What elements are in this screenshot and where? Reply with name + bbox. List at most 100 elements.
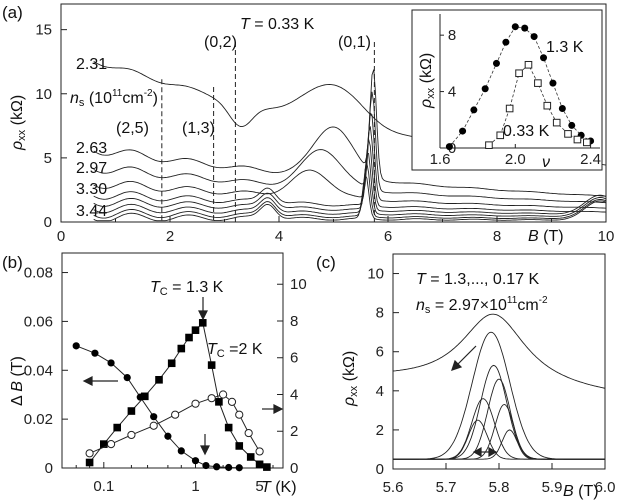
y-tick-label-c: 6 bbox=[376, 344, 384, 361]
inset-point-0-33k bbox=[543, 101, 552, 110]
inset-point-0-33k bbox=[496, 131, 505, 140]
panel-b-point-square bbox=[155, 375, 163, 384]
panel-b-point-square bbox=[255, 460, 264, 469]
y-tick-label-b-left: 0 bbox=[45, 460, 53, 477]
panel-c-peak-curve bbox=[393, 429, 605, 460]
y-tick-label-b-right: 0 bbox=[290, 460, 298, 477]
peak-label-0-1: (0,1) bbox=[338, 34, 371, 51]
y-tick-label-b-left: 0.06 bbox=[24, 313, 53, 330]
inset-label-1-3k: 1.3 K bbox=[546, 39, 584, 56]
arrow-right-b-head bbox=[273, 404, 284, 414]
panel-c-peak-curve bbox=[393, 404, 605, 460]
panel-b-point-square bbox=[141, 392, 149, 401]
panel-c-peak-curve bbox=[393, 398, 605, 460]
density-value-2-31: 2.31 bbox=[76, 56, 107, 73]
x-tick-label-b: 1 bbox=[191, 478, 199, 495]
panel-b-point-square bbox=[185, 333, 193, 342]
panel-a-xlabel: B (T) bbox=[528, 228, 564, 245]
panel-c-xlabel: B (T) bbox=[563, 483, 599, 500]
panel-b-xlabel: T (K) bbox=[261, 479, 297, 496]
density-value-2-63: 2.63 bbox=[76, 140, 107, 157]
arrow-c-upper-head bbox=[451, 359, 463, 371]
inset-point-1-3k bbox=[568, 121, 576, 129]
panel-b-point-square bbox=[167, 359, 176, 368]
density-value-3-44: 3.44 bbox=[76, 203, 107, 220]
panel-c-density-annotation: ns = 2.97×1011cm-2 bbox=[416, 295, 548, 316]
panel-b-point-circle bbox=[235, 464, 243, 472]
x-tick-label-c: 5.9 bbox=[542, 479, 563, 496]
panel-c-peak-curve bbox=[392, 313, 606, 389]
inset-label-0-33k: 0.33 K bbox=[503, 123, 550, 140]
panel-b-arrows bbox=[82, 297, 284, 456]
panel-b-point-square bbox=[191, 326, 200, 334]
panel-c-temp-annotation: T = 1.3,..., 0.17 K bbox=[416, 271, 540, 288]
panel-b-point-open bbox=[235, 410, 244, 419]
inset-point-0-33k bbox=[524, 60, 533, 69]
inset-point-0-33k bbox=[583, 138, 591, 147]
panel-b-point-square bbox=[177, 344, 186, 353]
arrow-left-head bbox=[82, 376, 93, 386]
panel-a-inset: 1.62.02.4048 1.3 K 0.33 K ν ρxx (kΩ) bbox=[411, 9, 603, 171]
y-tick-label-c: 2 bbox=[376, 422, 384, 439]
inset-xlabel: ν bbox=[542, 154, 550, 171]
panel-c-ylabel: ρxx (kΩ) bbox=[341, 351, 360, 407]
panel-b-point-square bbox=[100, 440, 108, 448]
panel-c-label: (c) bbox=[316, 253, 336, 272]
panel-b-point-open bbox=[207, 394, 216, 403]
panel-b-point-open bbox=[255, 447, 264, 456]
y-tick-label-b-left: 0.08 bbox=[24, 265, 53, 282]
panel-b-point-square bbox=[207, 361, 216, 369]
resistivity-curve bbox=[93, 69, 607, 197]
panel-b-point-open bbox=[227, 397, 237, 406]
panel-b-point-square bbox=[127, 407, 136, 415]
panel-b-point-square bbox=[198, 319, 207, 327]
panel-b-point-open bbox=[219, 390, 228, 399]
tc-label-2k: TC =2 K bbox=[207, 341, 263, 360]
inset-x-tick-label: 2.0 bbox=[505, 151, 526, 168]
panel-b: (b) 0.1 1 5 0 0.02 0.04 0.06 0.08 0 2 4 6 8 10 TC = 1… bbox=[2, 252, 307, 496]
inset-y-tick-label: 4 bbox=[448, 84, 456, 101]
inset-point-1-3k bbox=[549, 79, 557, 87]
panel-b-point-circle bbox=[213, 463, 221, 471]
x-tick-label-c: 6.0 bbox=[595, 479, 616, 496]
panel-b-point-circle bbox=[164, 432, 172, 440]
panel-a-ylabel: ρxx (kΩ) bbox=[9, 95, 28, 151]
panel-a: (a) 0 2 4 6 8 10 0 5 10 15 T = 0.33 K (0,2) (0,1)… bbox=[2, 3, 614, 245]
resistivity-curve bbox=[93, 126, 607, 213]
y-tick-label-a: 0 bbox=[44, 214, 52, 231]
density-value-2-97: 2.97 bbox=[76, 160, 107, 177]
y-tick-label-a: 15 bbox=[35, 22, 52, 39]
panel-b-point-square bbox=[235, 442, 244, 450]
density-label: ns (1011cm-2) bbox=[70, 88, 158, 109]
y-tick-label-a: 10 bbox=[35, 86, 52, 103]
panel-b-point-open bbox=[85, 449, 94, 458]
x-tick-label-a: 6 bbox=[384, 228, 392, 245]
x-tick-label-c: 5.7 bbox=[436, 479, 457, 496]
panel-c-arrows bbox=[451, 345, 498, 458]
panel-b-point-open bbox=[149, 421, 158, 430]
panel-b-point-circle bbox=[202, 461, 210, 470]
panel-b-point-circle bbox=[72, 342, 80, 350]
resistivity-curve bbox=[93, 173, 607, 222]
inset-point-0-33k bbox=[485, 141, 493, 149]
panel-c-ticks: 5.6 5.7 5.8 5.9 6.0 0 2 4 6 8 10 bbox=[367, 266, 615, 496]
peak-label-1-3: (1,3) bbox=[182, 120, 215, 137]
panel-b-point-square bbox=[263, 463, 271, 471]
panel-b-point-open bbox=[191, 399, 200, 408]
inset-point-1-3k bbox=[481, 85, 489, 93]
inset-ylabel: ρxx (kΩ) bbox=[418, 53, 437, 109]
panel-a-curves bbox=[93, 42, 607, 222]
panel-b-point-square bbox=[85, 458, 94, 467]
y-tick-label-c: 4 bbox=[376, 383, 384, 400]
panel-c-peak-curve bbox=[393, 378, 605, 460]
x-tick-label-a: 4 bbox=[275, 228, 283, 245]
inset-x-tick-label: 1.6 bbox=[430, 151, 451, 168]
inset-point-0-33k bbox=[564, 130, 572, 138]
inset-point-1-3k bbox=[445, 143, 453, 151]
y-tick-label-b-right: 6 bbox=[290, 350, 298, 367]
panel-b-point-circle bbox=[107, 359, 115, 367]
panel-b-point-square bbox=[113, 423, 122, 432]
peak-label-2-5: (2,5) bbox=[116, 120, 149, 137]
density-value-3-30: 3.30 bbox=[76, 181, 107, 198]
